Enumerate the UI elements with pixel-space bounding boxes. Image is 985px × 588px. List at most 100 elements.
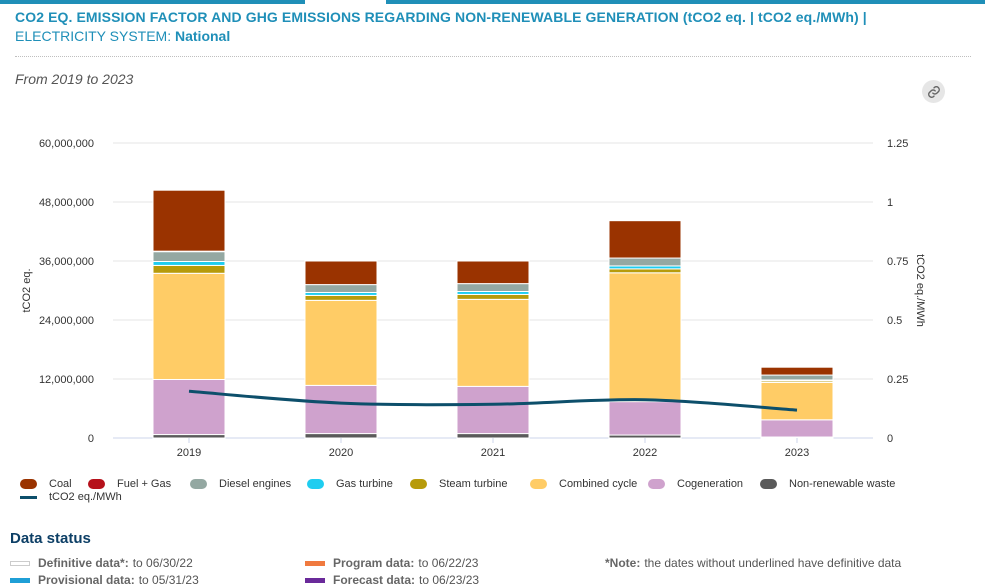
bar-segment-steam-turbine (304, 294, 378, 301)
x-tick-label: 2021 (481, 447, 505, 459)
legend-item-diesel-engines[interactable]: Diesel engines (190, 478, 291, 490)
x-tick-label: 2020 (329, 447, 353, 459)
status-label: Forecast data: (333, 573, 416, 587)
bar-segment-coal (304, 260, 378, 286)
status-label: Program data: (333, 556, 415, 570)
legend-swatch (20, 479, 37, 489)
electricity-system: ELECTRICITY SYSTEM: National (15, 27, 230, 45)
legend-swatch (410, 479, 427, 489)
legend-swatch (648, 479, 665, 489)
legend-label: Steam turbine (439, 478, 508, 490)
bar-segment-combined-cycle (608, 272, 682, 403)
y-tick-label: 36,000,000 (39, 256, 94, 268)
bar-segment-diesel-engines (608, 257, 682, 267)
status-label: Definitive data*: (38, 556, 129, 570)
y2-tick-label: 1 (887, 197, 893, 209)
legend-label: Diesel engines (219, 478, 292, 490)
bar-segment-cogeneration (304, 384, 378, 435)
legend-item-gas-turbine[interactable]: Gas turbine (307, 478, 393, 490)
y-axis-left: 0 12,000,000 24,000,000 36,000,000 48,000,00… (39, 138, 94, 445)
bar-segment-steam-turbine (456, 293, 530, 300)
bar-segment-cogeneration (152, 378, 226, 436)
bar-segment-combined-cycle (760, 381, 834, 421)
status-provisional: Provisional data: to 05/31/23 (10, 573, 199, 587)
x-axis: 2019 2020 2021 2022 2023 (177, 438, 809, 459)
legend-item-steam-turbine[interactable]: Steam turbine (410, 478, 507, 490)
x-tick-label: 2023 (785, 447, 809, 459)
bar-segment-cogeneration (608, 401, 682, 436)
chart-area: 0 12,000,000 24,000,000 36,000,000 48,000,00… (21, 138, 926, 459)
y-tick-label: 12,000,000 (39, 374, 94, 386)
bar-segment-coal (760, 366, 834, 376)
y2-tick-label: 0.5 (887, 315, 902, 327)
status-swatch-definitive (10, 560, 30, 566)
bar-segment-non-renewable-waste (304, 433, 378, 439)
y-tick-label: 24,000,000 (39, 315, 94, 327)
bar-segment-diesel-engines (152, 251, 226, 262)
legend-swatch (760, 479, 777, 489)
legend-item-fuel-gas[interactable]: Fuel + Gas (88, 478, 171, 490)
legend-swatch (88, 479, 105, 489)
bars (152, 189, 834, 439)
bar-segment-coal (608, 220, 682, 259)
data-status-title: Data status (10, 530, 91, 547)
legend-swatch (530, 479, 547, 489)
status-note: *Note: the dates without underlined have … (605, 556, 901, 570)
y-tick-label: 60,000,000 (39, 138, 94, 150)
legend-swatch (307, 479, 324, 489)
status-program: Program data: to 06/22/23 (305, 556, 478, 570)
bar-segment-coal (152, 189, 226, 252)
system-value: National (175, 28, 231, 44)
y-axis-right: 0 0.25 0.5 0.75 1 1.25 (887, 138, 908, 445)
y-axis-title: tCO2 eq. (21, 268, 33, 312)
y2-tick-label: 0.25 (887, 374, 908, 386)
legend-item-combined-cycle[interactable]: Combined cycle (530, 478, 637, 490)
status-value: to 05/31/23 (138, 573, 199, 587)
divider (15, 56, 971, 57)
bar-segment-cogeneration (760, 419, 834, 438)
bar-segment-combined-cycle (304, 299, 378, 386)
status-value: to 06/30/22 (132, 556, 193, 570)
x-tick-label: 2019 (177, 447, 201, 459)
emission-factor-line (188, 389, 798, 412)
y2-tick-label: 0 (887, 433, 893, 445)
status-definitive: Definitive data*: to 06/30/22 (10, 556, 193, 570)
tab-indicator-left (0, 0, 305, 4)
bar-segment-steam-turbine (152, 264, 226, 274)
legend-label: Cogeneration (677, 478, 744, 490)
share-link-button[interactable] (922, 80, 945, 103)
status-swatch-program (305, 560, 325, 566)
bar-segment-diesel-engines (304, 284, 378, 293)
legend-label: Fuel + Gas (117, 478, 172, 490)
note-text: the dates without underlined have defini… (644, 556, 902, 570)
bar-segment-combined-cycle (152, 272, 226, 380)
x-tick-label: 2022 (633, 447, 657, 459)
legend-item-non-renewable-waste[interactable]: Non-renewable waste (760, 478, 895, 490)
bar-segment-diesel-engines (456, 283, 530, 292)
bar-segment-gas-turbine (152, 260, 226, 266)
status-swatch-provisional (10, 577, 30, 583)
legend-swatch (190, 479, 207, 489)
note-label: *Note: (605, 556, 641, 570)
bar-segment-coal (456, 260, 530, 285)
status-value: to 06/23/23 (419, 573, 480, 587)
legend-item-cogeneration[interactable]: Cogeneration (648, 478, 743, 490)
y-tick-label: 48,000,000 (39, 197, 94, 209)
legend-item-coal[interactable]: Coal (20, 478, 72, 490)
status-label: Provisional data: (38, 573, 135, 587)
bar-segment-non-renewable-waste (152, 434, 226, 439)
legend-item-emission-factor[interactable]: tCO2 eq./MWh (20, 491, 122, 503)
tab-indicator-right (386, 0, 985, 4)
bar-segment-cogeneration (456, 385, 530, 435)
top-tab-bar (0, 0, 985, 4)
y-tick-label: 0 (88, 433, 94, 445)
date-range: From 2019 to 2023 (15, 71, 134, 87)
y2-tick-label: 1.25 (887, 138, 908, 150)
legend-label: tCO2 eq./MWh (49, 491, 122, 503)
legend-label: Non-renewable waste (789, 478, 896, 490)
status-swatch-forecast (305, 577, 325, 583)
bar-segment-steam-turbine (608, 268, 682, 274)
system-label: ELECTRICITY SYSTEM: (15, 28, 172, 44)
legend-label: Coal (49, 478, 72, 490)
chart-title: CO2 EQ. EMISSION FACTOR AND GHG EMISSION… (15, 9, 867, 25)
